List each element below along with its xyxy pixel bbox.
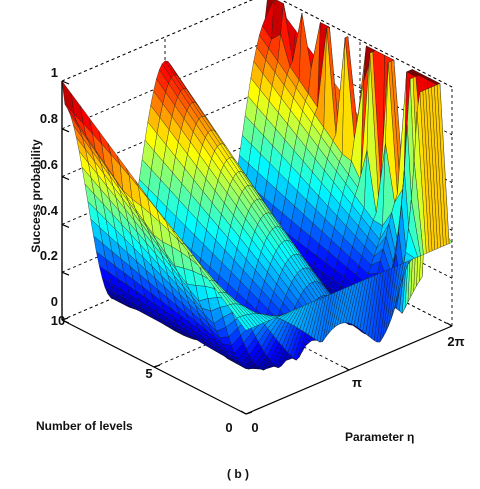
z-tick-mark [61,271,70,276]
y-tick-mark [61,317,69,321]
z-tick-mark [61,128,70,133]
z-tick-mark [61,176,70,181]
x-tick-2pi: 2π [447,334,464,349]
y-axis-label: Number of levels [36,419,133,433]
z-tick-mark [61,319,70,324]
x-axis-label: Parameter η [345,430,414,444]
y-tick-mark [153,364,161,368]
z-tick-mark [61,223,70,228]
z-tick-0.4: 0.4 [40,203,59,218]
z-gridline-right-wall [280,0,453,88]
z-tick-mark [61,80,70,85]
success-probability-surface [61,0,453,371]
y-tick-labels: 10 5 0 [51,313,233,435]
z-gridline-left-wall [61,40,269,130]
z-tick-0: 0 [51,294,58,309]
axes-box-front [61,80,453,415]
x-tick-labels: 0 π 2π [251,334,464,435]
x-tick-0: 0 [251,420,258,435]
panel-label: ( b ) [227,467,249,481]
surface-patch [236,316,250,331]
y-tick-10: 10 [51,313,65,328]
x-tick-mark [240,410,247,415]
z-tick-0.8: 0.8 [40,111,58,126]
z-axis-label: Success probability [29,139,43,253]
y-tick-5: 5 [145,366,152,381]
y-tick-0: 0 [225,420,232,435]
z-gridline-right-wall [267,40,453,136]
z-tick-1: 1 [51,65,58,80]
x-tick-mark [446,322,453,327]
x-tick-mark [343,366,350,371]
z-tick-0.6: 0.6 [40,157,58,172]
z-tick-0.2: 0.2 [40,248,58,263]
y-tick-mark [245,411,253,415]
z-tick-labels: 1 0.8 0.6 0.4 0.2 0 [40,65,59,309]
z-gridline-left-wall [61,0,253,82]
x-tick-pi: π [352,375,362,390]
